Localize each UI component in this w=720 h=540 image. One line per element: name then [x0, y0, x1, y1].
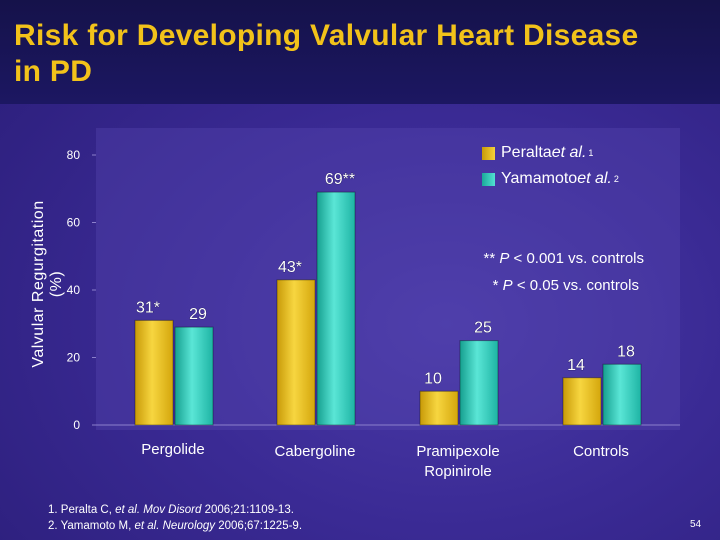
- data-label: 69**: [325, 171, 355, 188]
- legend-etal-yamamoto: et al.: [577, 170, 612, 187]
- bar-yamamoto: [602, 363, 642, 426]
- legend-swatch-peralta: [482, 146, 495, 160]
- data-label: 29: [189, 306, 207, 323]
- legend-etal-peralta: et al.: [551, 144, 587, 161]
- y-tick-label: 40: [67, 283, 81, 297]
- bar-yamamoto: [174, 326, 214, 426]
- legend-label-peralta: Peralta: [501, 144, 552, 161]
- references: 1. Peralta C, et al. Mov Disord 2006;21:…: [48, 502, 302, 534]
- legend-label-yamamoto: Yamamoto: [501, 170, 578, 187]
- y-tick-label: 60: [67, 216, 81, 230]
- bar-yamamoto: [316, 191, 356, 426]
- bar-yamamoto: [459, 340, 499, 426]
- x-category-label: Pergolide: [141, 441, 205, 458]
- data-label: 31*: [136, 299, 160, 316]
- bar-peralta: [419, 390, 459, 426]
- legend-ref-yamamoto: 2: [613, 174, 619, 184]
- data-label: 10: [424, 370, 442, 387]
- data-label: 18: [617, 343, 635, 360]
- y-tick-label: 80: [67, 148, 81, 162]
- x-category-label: Controls: [573, 443, 629, 460]
- bar-peralta: [276, 279, 316, 426]
- x-category-label: Pramipexole Ropinirole: [416, 443, 500, 480]
- legend-item-peralta: Peralta et al. 1: [482, 144, 593, 162]
- significance-note-double: ** P < 0.001 vs. controls: [483, 250, 644, 267]
- reference-2: 2. Yamamoto M, et al. Neurology 2006;67:…: [48, 520, 303, 532]
- page-number: 54: [690, 519, 702, 530]
- bar-peralta: [562, 377, 602, 426]
- legend-item-yamamoto: Yamamoto et al. 2: [482, 170, 619, 188]
- x-category-label: Cabergoline: [274, 443, 356, 460]
- data-label: 25: [474, 320, 492, 337]
- legend-ref-peralta: 1: [588, 148, 594, 158]
- title-bar: Risk for Developing Valvular Heart Disea…: [0, 0, 720, 104]
- y-tick-label: 20: [67, 351, 81, 365]
- data-label: 43*: [278, 259, 302, 276]
- significance-note-single: * P < 0.05 vs. controls: [492, 277, 639, 294]
- data-label: 14: [567, 357, 585, 374]
- y-axis-label: Valvular Regurgitation (%): [30, 200, 65, 368]
- slide-title: Risk for Developing Valvular Heart Disea…: [14, 19, 639, 88]
- reference-1: 1. Peralta C, et al. Mov Disord 2006;21:…: [48, 504, 294, 516]
- bar-peralta: [134, 319, 174, 426]
- legend-swatch-yamamoto: [482, 172, 495, 186]
- y-tick-label: 0: [73, 418, 80, 432]
